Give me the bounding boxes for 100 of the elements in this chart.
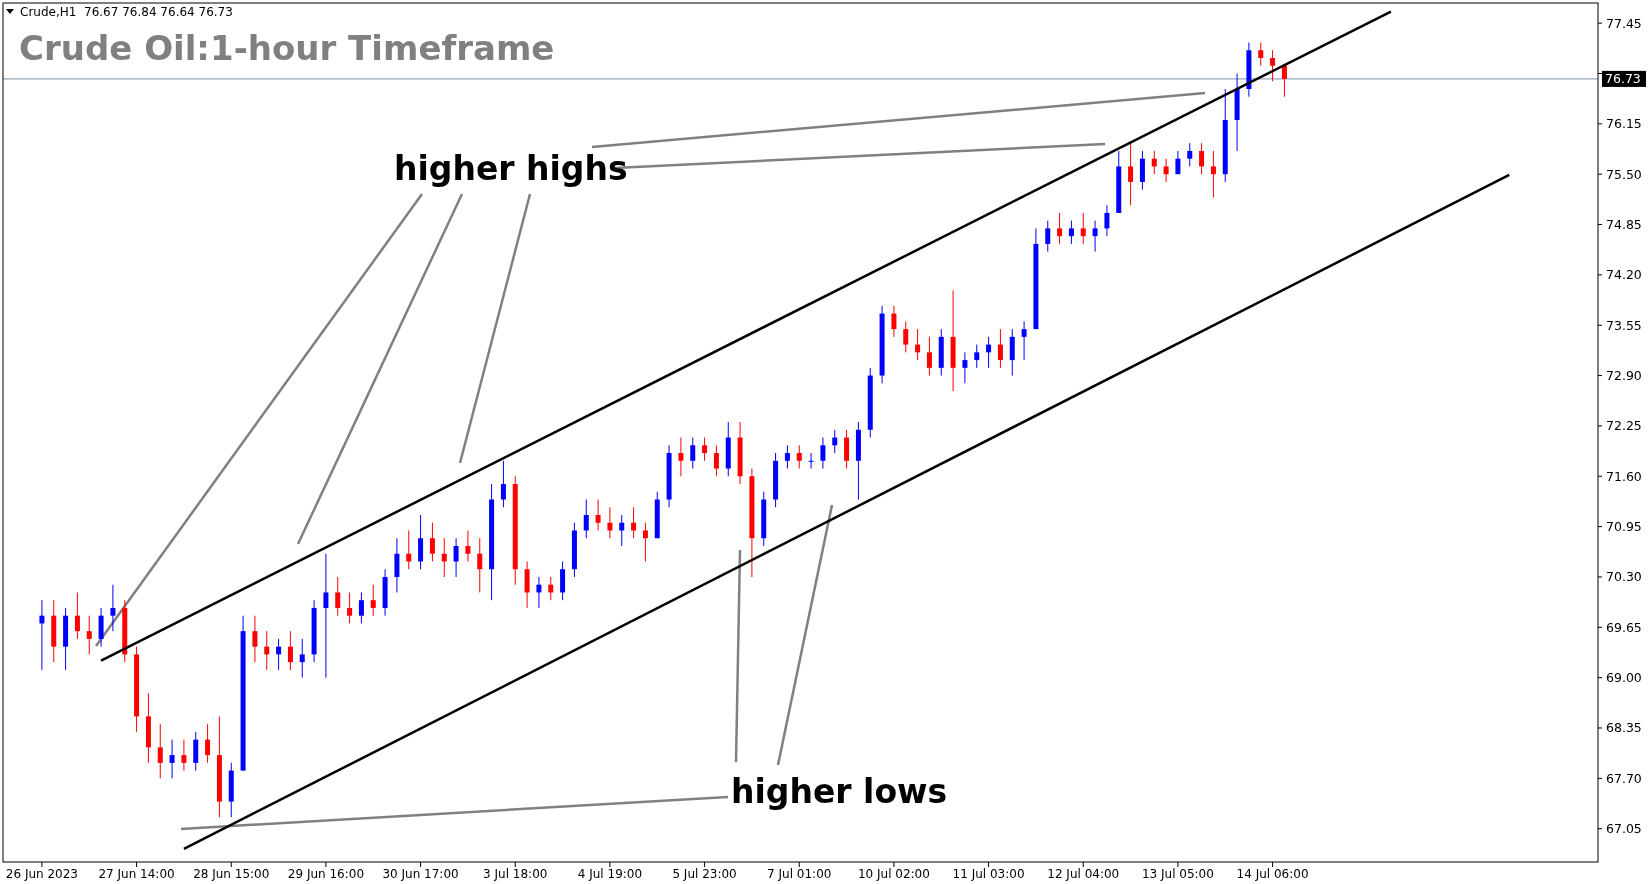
- candlestick: [974, 344, 980, 369]
- candlestick: [583, 499, 589, 539]
- candlestick: [276, 638, 282, 671]
- y-tick-label: 75.50: [1606, 166, 1642, 182]
- candlestick: [1057, 212, 1063, 245]
- candlestick: [796, 444, 802, 470]
- candlestick: [110, 584, 116, 632]
- candlestick: [820, 437, 826, 470]
- candlestick: [642, 522, 648, 562]
- y-tick-label: 70.95: [1606, 518, 1642, 534]
- candlestick: [169, 739, 175, 779]
- candlestick: [1021, 320, 1027, 361]
- chart-subtitle: Crude,H1 76.67 76.84 76.64 76.73: [20, 5, 233, 19]
- candlestick: [500, 460, 506, 508]
- candlestick: [690, 437, 696, 470]
- candlestick: [1199, 142, 1205, 175]
- candlestick: [619, 514, 625, 547]
- candlestick: [347, 591, 353, 624]
- candlestick: [595, 499, 601, 531]
- x-tick-label: 4 Jul 19:00: [577, 867, 643, 881]
- candlestick: [997, 328, 1003, 369]
- candlestick: [453, 537, 459, 578]
- x-tick-label: 11 Jul 03:00: [952, 867, 1025, 881]
- candlestick: [784, 444, 790, 470]
- candlestick: [1128, 142, 1134, 206]
- y-tick-label: 77.45: [1606, 15, 1642, 31]
- candlestick: [418, 514, 424, 570]
- x-tick-label: 30 Jun 17:00: [382, 867, 459, 881]
- candlestick: [702, 437, 708, 462]
- y-tick-label: 73.55: [1606, 317, 1642, 333]
- candlestick: [832, 429, 838, 454]
- y-tick-label: 67.05: [1606, 821, 1642, 837]
- candlestick: [335, 576, 341, 617]
- candlestick: [299, 638, 305, 679]
- x-tick-label: 7 Jul 01:00: [767, 867, 832, 881]
- candlestick: [264, 630, 270, 671]
- candlestick: [323, 553, 329, 679]
- candlestick: [607, 506, 613, 539]
- candlestick: [1092, 220, 1098, 253]
- candlestick: [1045, 220, 1051, 253]
- candlestick: [394, 537, 400, 593]
- candlestick: [1210, 150, 1216, 198]
- y-tick-label: 67.70: [1606, 770, 1642, 786]
- y-tick-label: 72.90: [1606, 367, 1642, 383]
- x-tick-label: 13 Jul 05:00: [1141, 867, 1214, 881]
- candlestick: [205, 723, 211, 764]
- candlestick: [477, 537, 483, 593]
- candlestick: [962, 351, 968, 384]
- candlestick: [844, 429, 850, 470]
- candlestick: [1009, 328, 1015, 377]
- candlestick: [1104, 204, 1110, 237]
- candlestick: [926, 336, 932, 377]
- candlestick: [98, 607, 104, 648]
- candlestick: [1187, 142, 1193, 167]
- candlestick: [560, 560, 566, 601]
- candlestick: [915, 328, 921, 361]
- candlestick: [713, 444, 719, 477]
- annotation: higher lows: [731, 772, 948, 811]
- candlestick: [1281, 65, 1287, 98]
- candlestick: [86, 615, 92, 655]
- y-tick-label: 69.00: [1606, 670, 1642, 686]
- y-tick-label: 76.15: [1606, 116, 1642, 132]
- candlestick: [891, 305, 897, 338]
- x-tick-label: 27 Jun 14:00: [98, 867, 175, 881]
- y-tick-label: 68.35: [1606, 720, 1642, 736]
- candlestick: [1139, 150, 1145, 191]
- candlestick: [252, 615, 258, 663]
- candlestick: [548, 576, 554, 601]
- candlestick: [429, 522, 435, 562]
- ref-line-label: 76.73: [1605, 71, 1641, 87]
- candlestick: [193, 731, 199, 772]
- x-tick-label: 5 Jul 23:00: [672, 867, 737, 881]
- candlestick: [181, 739, 187, 772]
- text: Crude Oil:1-hour Timeframe: [19, 28, 555, 68]
- candlestick: [678, 437, 684, 477]
- x-tick-label: 26 Jun 2023: [5, 867, 79, 881]
- candlestick: [1163, 158, 1169, 183]
- candlestick: [287, 630, 293, 671]
- candlestick: [74, 591, 80, 640]
- candlestick: [536, 576, 542, 609]
- y-tick-label: 74.85: [1606, 216, 1642, 232]
- annotation: higher highs: [394, 149, 628, 188]
- candlestick: [903, 320, 909, 353]
- y-tick-label: 74.20: [1606, 267, 1642, 283]
- candlestick: [1270, 49, 1276, 82]
- candlestick: [524, 560, 530, 609]
- x-tick-label: 10 Jul 02:00: [857, 867, 930, 881]
- candlestick: [370, 584, 376, 617]
- x-tick-label: 28 Jun 15:00: [193, 867, 270, 881]
- candlestick: [465, 529, 471, 562]
- candlestick: [358, 591, 364, 624]
- candlestick: [1068, 220, 1074, 245]
- candlestick: [631, 506, 637, 539]
- x-tick-label: 12 Jul 04:00: [1047, 867, 1120, 881]
- x-tick-label: 29 Jun 16:00: [287, 867, 365, 881]
- y-tick-label: 71.60: [1606, 468, 1642, 484]
- candlestick: [1151, 150, 1157, 175]
- candlestick: [1080, 212, 1086, 245]
- candlestick: [39, 599, 45, 671]
- candlestick: [441, 537, 447, 578]
